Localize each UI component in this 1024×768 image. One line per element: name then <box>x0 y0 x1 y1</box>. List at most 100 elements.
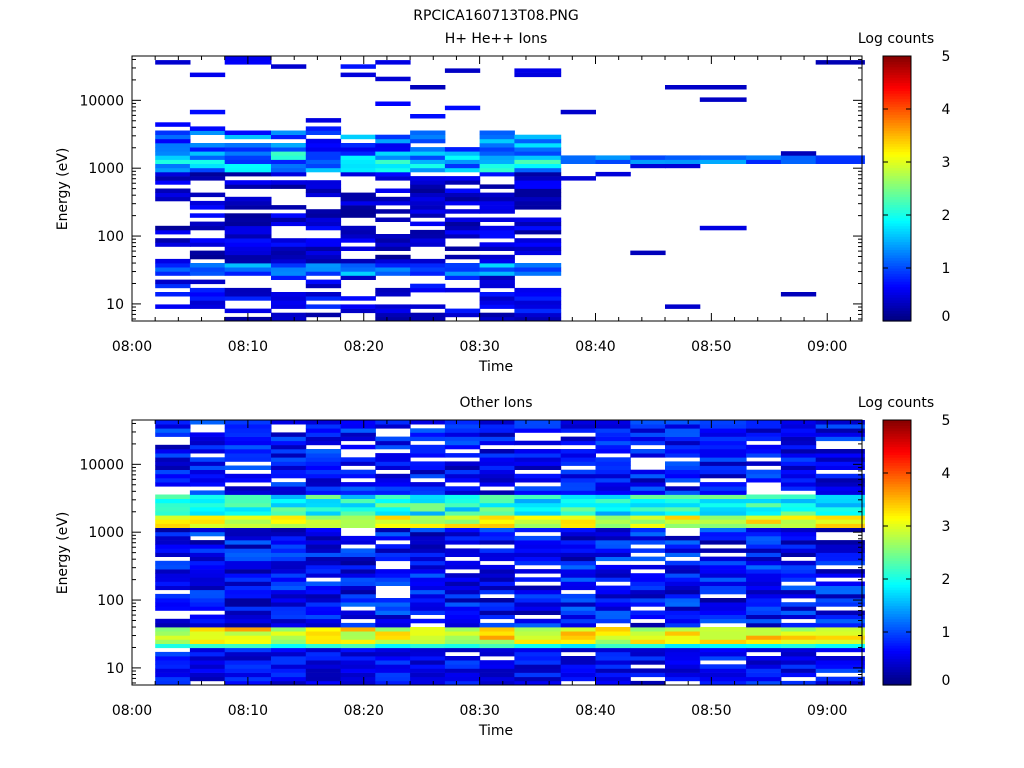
heatmap-cell <box>630 614 666 620</box>
colorbar-segment <box>883 58 911 62</box>
heatmap-cell <box>514 478 562 483</box>
heatmap-cell <box>155 552 191 557</box>
heatmap-cell <box>375 515 411 520</box>
heatmap-cell <box>479 647 515 653</box>
heatmap-cell <box>155 651 191 657</box>
heatmap-cell <box>780 151 817 156</box>
heatmap-cell <box>479 535 515 541</box>
heatmap-cell <box>780 627 817 632</box>
heatmap-cell <box>746 614 782 620</box>
heatmap-cell <box>155 531 191 537</box>
heatmap-cell <box>630 482 666 487</box>
heatmap-cell <box>155 680 191 686</box>
heatmap-cell <box>815 548 865 553</box>
heatmap-cell <box>155 60 191 65</box>
heatmap-cell <box>665 436 701 442</box>
heatmap-cell <box>410 138 446 144</box>
heatmap-cell <box>224 569 272 574</box>
colorbar-tick-label: 4 <box>942 102 951 118</box>
heatmap-cell <box>780 482 817 487</box>
colorbar-label: Log counts <box>858 31 934 47</box>
heatmap-cell <box>189 254 226 260</box>
heatmap-cell <box>340 246 376 251</box>
heatmap-cell <box>155 560 191 566</box>
heatmap-cell <box>746 556 782 562</box>
heatmap-cell <box>746 428 782 433</box>
heatmap-cell <box>444 428 481 433</box>
heatmap-cell <box>271 147 307 152</box>
heatmap-cell <box>630 420 666 425</box>
colorbar-segment <box>883 576 911 580</box>
colorbar-segment <box>883 528 911 532</box>
colorbar-segment <box>883 135 911 139</box>
x-tick-label: 08:10 <box>228 339 268 355</box>
heatmap-cell <box>665 515 701 520</box>
heatmap-cell <box>699 573 747 578</box>
heatmap-cell <box>514 263 562 268</box>
heatmap-cell <box>375 440 411 446</box>
heatmap-cell <box>340 627 376 632</box>
heatmap-cell <box>514 205 562 210</box>
heatmap-cell <box>595 556 631 562</box>
heatmap-cell <box>444 531 481 537</box>
colorbar-segment <box>883 422 911 426</box>
heatmap-cell <box>340 660 376 665</box>
colorbar-segment <box>883 427 911 432</box>
heatmap-cell <box>514 507 562 512</box>
heatmap-cell <box>155 585 191 591</box>
heatmap-cell <box>375 267 411 272</box>
heatmap-cell <box>780 155 817 160</box>
heatmap-cell <box>560 535 596 541</box>
heatmap-cell <box>746 564 782 570</box>
x-tick-label: 08:10 <box>228 703 268 719</box>
heatmap-cell <box>410 184 446 189</box>
heatmap-cell <box>514 494 562 499</box>
heatmap-cell <box>340 651 376 657</box>
colorbar-segment <box>883 425 911 429</box>
y-tick-label: 10 <box>106 661 124 677</box>
heatmap-cell <box>595 469 631 475</box>
heatmap-cell <box>410 130 446 135</box>
heatmap-cell <box>699 651 747 657</box>
heatmap-cell <box>155 515 191 520</box>
heatmap-cell <box>780 473 817 479</box>
heatmap-cell <box>444 577 481 582</box>
heatmap-cell <box>699 639 747 644</box>
colorbar-segment <box>883 584 911 588</box>
heatmap-cell <box>595 610 631 615</box>
heatmap-cell <box>444 209 481 214</box>
heatmap-cell <box>305 618 342 624</box>
heatmap-cell <box>375 614 411 620</box>
heatmap-cell <box>780 668 817 673</box>
heatmap-cell <box>271 461 307 466</box>
heatmap-cell <box>514 200 562 206</box>
colorbar-segment <box>883 241 911 245</box>
colorbar-segment <box>883 246 911 250</box>
heatmap-cell <box>630 680 666 686</box>
heatmap-cell <box>305 494 342 499</box>
heatmap-cell <box>815 635 865 640</box>
colorbar-segment <box>883 539 911 543</box>
heatmap-cell <box>375 167 411 173</box>
heatmap-cell <box>224 490 272 495</box>
heatmap-cell <box>560 606 596 611</box>
heatmap-cell <box>444 221 481 227</box>
heatmap-cell <box>630 622 666 628</box>
heatmap-cell <box>514 134 562 140</box>
heatmap-cell <box>699 449 747 454</box>
heatmap-cell <box>444 564 481 570</box>
heatmap-cell <box>665 631 701 636</box>
heatmap-cell <box>780 651 817 657</box>
heatmap-cell <box>479 267 515 272</box>
heatmap-cell <box>699 457 747 462</box>
heatmap-cell <box>514 676 562 682</box>
heatmap-cell <box>815 478 865 483</box>
heatmap-cell <box>630 556 666 562</box>
heatmap-cell <box>271 436 307 442</box>
heatmap-cell <box>189 109 226 115</box>
heatmap-cell <box>410 560 446 566</box>
heatmap-cell <box>595 585 631 591</box>
heatmap-cell <box>375 490 411 495</box>
heatmap-cell <box>595 614 631 620</box>
